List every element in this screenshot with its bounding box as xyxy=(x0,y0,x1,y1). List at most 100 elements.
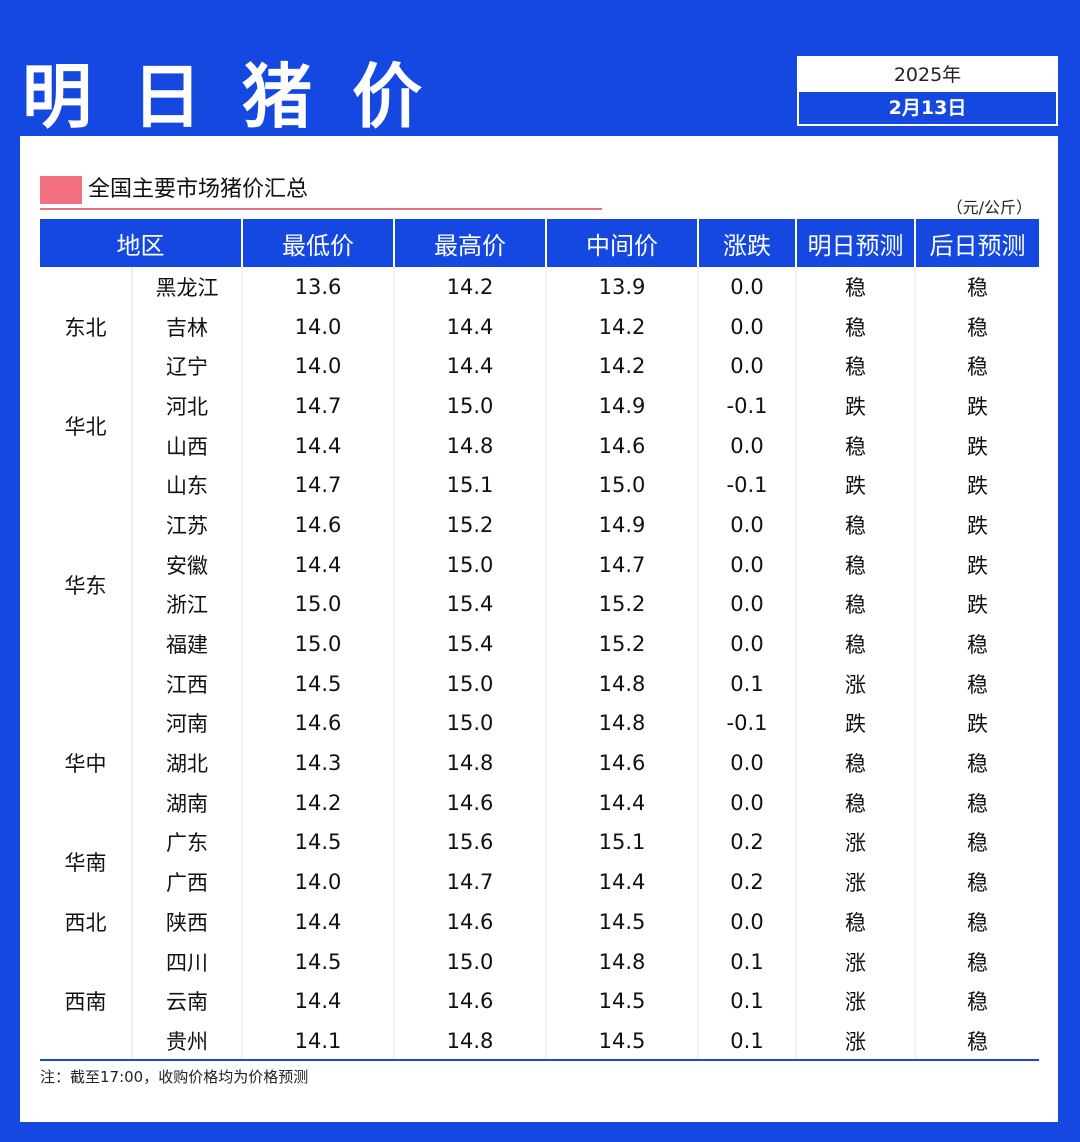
mid-price-cell: 14.4 xyxy=(546,782,699,823)
low-price-cell: 15.0 xyxy=(242,584,395,625)
high-price-cell: 14.4 xyxy=(394,306,547,347)
province-cell: 江苏 xyxy=(132,505,243,545)
province-cell: 河南 xyxy=(132,703,243,744)
low-price-cell: 14.0 xyxy=(242,862,395,902)
low-price-cell: 14.4 xyxy=(242,425,395,466)
mid-price-cell: 14.4 xyxy=(546,862,699,902)
tomorrow-forecast-cell: 稳 xyxy=(796,624,916,664)
table-row: 湖北 14.3 14.8 14.6 0.0 稳稳 xyxy=(40,743,1039,783)
change-cell: -0.1 xyxy=(698,703,797,744)
tomorrow-forecast-cell: 跌 xyxy=(796,386,916,426)
mid-price-cell: 14.5 xyxy=(546,981,699,1022)
province-cell: 浙江 xyxy=(132,584,243,625)
high-price-cell: 14.7 xyxy=(394,862,547,902)
high-price-cell: 15.0 xyxy=(394,703,547,744)
low-price-cell: 14.4 xyxy=(242,902,395,942)
tomorrow-forecast-cell: 稳 xyxy=(796,584,916,625)
low-price-cell: 14.6 xyxy=(242,703,395,744)
date-label: 2月13日 xyxy=(799,92,1056,124)
change-cell: -0.1 xyxy=(698,386,797,426)
change-cell: 0.0 xyxy=(698,346,797,387)
tomorrow-forecast-cell: 涨 xyxy=(796,1021,916,1061)
high-price-cell: 14.6 xyxy=(394,981,547,1022)
region-cell: 西北 xyxy=(40,902,133,942)
high-price-cell: 14.6 xyxy=(394,782,547,823)
region-cell: 西南 xyxy=(40,941,133,1061)
col-header-low: 最低价 xyxy=(241,219,394,267)
high-price-cell: 14.8 xyxy=(394,743,547,783)
dayafter-forecast-cell: 跌 xyxy=(967,553,988,578)
table-header-row: 地区 最低价 最高价 中间价 涨跌 明日预测 后日预测 xyxy=(40,219,1039,267)
province-cell: 福建 xyxy=(132,624,243,664)
dayafter-forecast-cell: 跌 xyxy=(967,712,988,737)
table-bottom-divider xyxy=(40,1059,1039,1061)
high-price-cell: 14.8 xyxy=(394,425,547,466)
province-cell: 广东 xyxy=(132,822,243,863)
low-price-cell: 14.3 xyxy=(242,743,395,783)
province-cell: 山西 xyxy=(132,425,243,466)
mid-price-cell: 14.2 xyxy=(546,306,699,347)
table-row: 西北 陕西 14.4 14.6 14.5 0.0 稳稳 xyxy=(40,902,1039,942)
tomorrow-forecast-cell: 稳 xyxy=(796,902,916,942)
table-row: 福建 15.0 15.4 15.2 0.0 稳稳 xyxy=(40,624,1039,664)
col-header-dayafter: 后日预测 xyxy=(914,219,1039,267)
page-title: 明日猪价 xyxy=(22,56,462,138)
table-row: 浙江 15.0 15.4 15.2 0.0 稳 跌 xyxy=(40,584,1039,625)
change-cell: 0.0 xyxy=(698,624,797,664)
region-cell: 华中 xyxy=(40,703,133,823)
tomorrow-forecast-cell: 稳 xyxy=(796,544,916,585)
high-price-cell: 15.6 xyxy=(394,822,547,863)
tomorrow-forecast-cell: 稳 xyxy=(796,505,916,545)
table-row: 东北 黑龙江 13.6 14.2 13.9 0.0 稳稳 xyxy=(40,267,1039,387)
tomorrow-forecast-cell: 涨 xyxy=(796,862,916,902)
province-cell: 陕西 xyxy=(132,902,243,942)
mid-price-cell: 14.8 xyxy=(546,703,699,744)
dayafter-forecast-cell: 稳 xyxy=(967,1029,988,1054)
change-cell: 0.1 xyxy=(698,663,797,704)
col-header-tomorrow: 明日预测 xyxy=(795,219,915,267)
high-price-cell: 15.0 xyxy=(394,544,547,585)
low-price-cell: 14.4 xyxy=(242,544,395,585)
table-row: 华中 河南 14.6 15.0 14.8 -0.1 跌跌 xyxy=(40,703,1039,823)
tomorrow-forecast-cell: 涨 xyxy=(796,941,916,982)
date-box: 2025年 2月13日 xyxy=(797,56,1058,126)
mid-price-cell: 15.0 xyxy=(546,465,699,506)
col-header-mid: 中间价 xyxy=(545,219,698,267)
high-price-cell: 15.0 xyxy=(394,941,547,982)
province-cell: 四川 xyxy=(132,941,243,982)
col-header-high: 最高价 xyxy=(393,219,546,267)
tomorrow-forecast-cell: 涨 xyxy=(796,822,916,863)
content-card: 全国主要市场猪价汇总 （元/公斤） 地区 最低价 最高价 中间价 涨跌 明日预测… xyxy=(20,136,1058,1122)
tomorrow-forecast-cell: 稳 xyxy=(796,743,916,783)
dayafter-forecast-cell: 稳 xyxy=(967,315,988,340)
table-row: 江苏 14.6 15.2 14.9 0.0 稳 跌 xyxy=(40,505,1039,545)
low-price-cell: 14.5 xyxy=(242,663,395,704)
high-price-cell: 15.4 xyxy=(394,624,547,664)
change-cell: 0.1 xyxy=(698,941,797,982)
table-row: 吉林 14.0 14.4 14.2 0.0 稳稳 xyxy=(40,306,1039,347)
dayafter-forecast-cell: 稳 xyxy=(967,633,988,658)
dayafter-forecast-cell: 稳 xyxy=(967,910,988,935)
high-price-cell: 14.2 xyxy=(394,267,547,307)
tomorrow-forecast-cell: 稳 xyxy=(796,346,916,387)
province-cell: 河北 xyxy=(132,386,243,426)
region-cell: 华北 xyxy=(40,386,133,466)
province-cell: 贵州 xyxy=(132,1021,243,1061)
low-price-cell: 14.6 xyxy=(242,505,395,545)
low-price-cell: 14.0 xyxy=(242,346,395,387)
high-price-cell: 14.4 xyxy=(394,346,547,387)
mid-price-cell: 14.6 xyxy=(546,425,699,466)
table-row: 贵州 14.1 14.8 14.5 0.1 涨 稳 xyxy=(40,1021,1039,1061)
change-cell: 0.2 xyxy=(698,862,797,902)
low-price-cell: 14.7 xyxy=(242,386,395,426)
mid-price-cell: 15.2 xyxy=(546,624,699,664)
province-cell: 广西 xyxy=(132,862,243,902)
mid-price-cell: 14.8 xyxy=(546,941,699,982)
tomorrow-forecast-cell: 稳 xyxy=(796,306,916,347)
change-cell: 0.0 xyxy=(698,425,797,466)
change-cell: 0.1 xyxy=(698,1021,797,1061)
mid-price-cell: 14.8 xyxy=(546,663,699,704)
high-price-cell: 15.2 xyxy=(394,505,547,545)
tomorrow-forecast-cell: 跌 xyxy=(796,703,916,744)
section-header: 全国主要市场猪价汇总 xyxy=(40,174,602,210)
